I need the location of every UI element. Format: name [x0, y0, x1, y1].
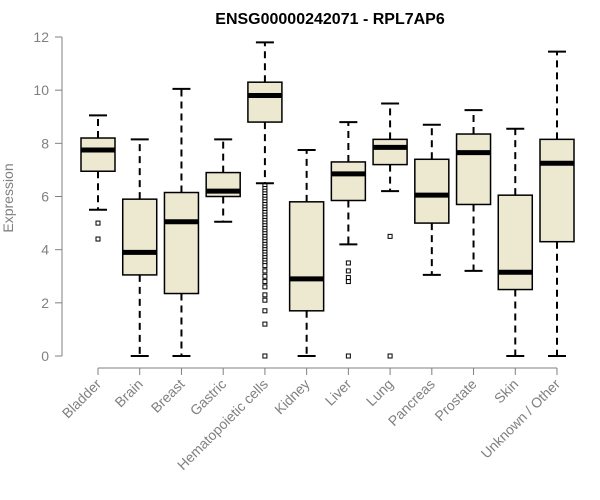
- iqr-box: [372, 138, 408, 166]
- outlier-point: [262, 268, 268, 274]
- y-tick-label: 2: [41, 295, 49, 311]
- y-tick-label: 6: [41, 189, 49, 205]
- y-tick-label: 0: [41, 348, 49, 364]
- outlier-point: [345, 268, 351, 274]
- outlier-point: [345, 279, 351, 285]
- iqr-box: [163, 191, 200, 295]
- outlier-point: [262, 353, 268, 359]
- box-breast: [163, 87, 200, 357]
- iqr-box: [80, 137, 116, 172]
- iqr-box: [497, 194, 534, 291]
- box-hematopoietic-cells: [247, 41, 283, 359]
- x-tick-label: Lung: [363, 376, 396, 409]
- box-liver: [330, 121, 367, 359]
- outlier-point: [95, 220, 101, 226]
- box-kidney: [288, 148, 325, 357]
- iqr-box: [414, 158, 450, 224]
- y-axis: 0 2 4 6 8 10 12: [33, 29, 63, 364]
- outlier-point: [95, 236, 101, 242]
- iqr-box: [539, 138, 575, 243]
- outlier-point: [262, 284, 268, 290]
- outlier-point: [262, 273, 268, 279]
- box-skin: [497, 127, 534, 357]
- outlier-point: [345, 353, 351, 359]
- box-lung: [372, 102, 408, 359]
- box-prostate: [455, 109, 492, 272]
- x-tick-label: Kidney: [271, 376, 313, 418]
- x-tick-label: Brain: [111, 376, 145, 410]
- box-bladder: [80, 114, 116, 242]
- box-brain: [121, 138, 158, 357]
- y-axis-label: Expression: [0, 163, 16, 232]
- outlier-point: [262, 292, 268, 298]
- outlier-point: [262, 263, 268, 269]
- x-tick-label: Prostate: [431, 376, 479, 424]
- box-series: [80, 41, 575, 359]
- outlier-point: [262, 321, 268, 327]
- outlier-point: [262, 297, 268, 303]
- iqr-box: [121, 198, 158, 276]
- y-tick-label: 8: [41, 135, 49, 151]
- box-gastric: [205, 138, 241, 223]
- iqr-box: [455, 133, 492, 206]
- outlier-point: [345, 260, 351, 266]
- y-tick-label: 10: [33, 82, 49, 98]
- box-pancreas: [414, 123, 450, 276]
- x-tick-label: Liver: [322, 376, 355, 409]
- box-unknown-other: [539, 50, 575, 357]
- outlier-point: [345, 275, 351, 281]
- iqr-box: [330, 161, 367, 202]
- iqr-box: [288, 201, 325, 312]
- chart-title: ENSG00000242071 - RPL7AP6: [215, 11, 445, 28]
- x-tick-label: Bladder: [59, 376, 105, 422]
- y-tick-label: 12: [33, 29, 49, 45]
- x-tick-label: Unknown / Other: [478, 376, 564, 462]
- x-tick-label: Skin: [491, 376, 522, 407]
- iqr-box: [247, 81, 283, 123]
- outlier-point: [262, 308, 268, 314]
- outlier-point: [387, 233, 393, 239]
- outlier-point: [387, 353, 393, 359]
- x-tick-label: Breast: [148, 376, 188, 416]
- outlier-point: [262, 279, 268, 285]
- y-tick-label: 4: [41, 242, 49, 258]
